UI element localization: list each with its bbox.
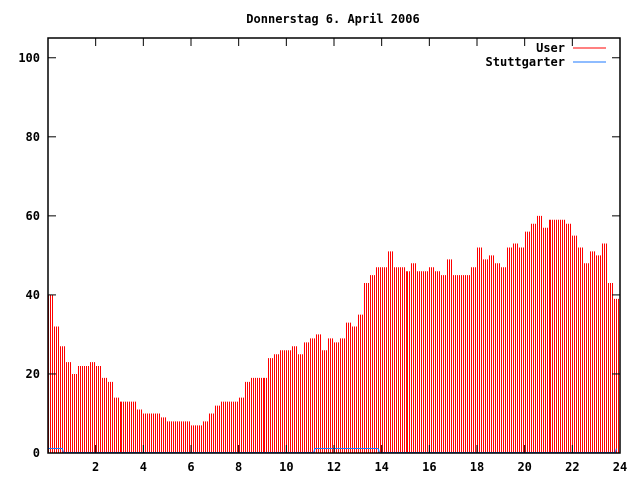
chart-title: Donnerstag 6. April 2006 (246, 12, 419, 26)
x-tick-label: 10 (279, 460, 293, 474)
x-tick-label: 4 (140, 460, 147, 474)
x-tick-label: 18 (470, 460, 484, 474)
y-tick-label: 100 (18, 51, 40, 65)
legend: User Stuttgarter (486, 41, 606, 69)
y-tick-label: 20 (26, 367, 40, 381)
legend-label-stuttgarter: Stuttgarter (486, 55, 565, 69)
x-tick-label: 20 (517, 460, 531, 474)
y-tick-label: 60 (26, 209, 40, 223)
y-tick-label: 40 (26, 288, 40, 302)
x-tick-label: 8 (235, 460, 242, 474)
x-tick-label: 14 (374, 460, 388, 474)
user-impulses (48, 215, 619, 453)
x-tick-label: 6 (187, 460, 194, 474)
y-tick-label: 0 (33, 446, 40, 460)
x-tick-label: 24 (613, 460, 627, 474)
x-tick-label: 22 (565, 460, 579, 474)
x-tick-label: 2 (92, 460, 99, 474)
y-tick-label: 80 (26, 130, 40, 144)
x-tick-label: 12 (327, 460, 341, 474)
legend-label-user: User (536, 41, 565, 55)
x-tick-label: 16 (422, 460, 436, 474)
